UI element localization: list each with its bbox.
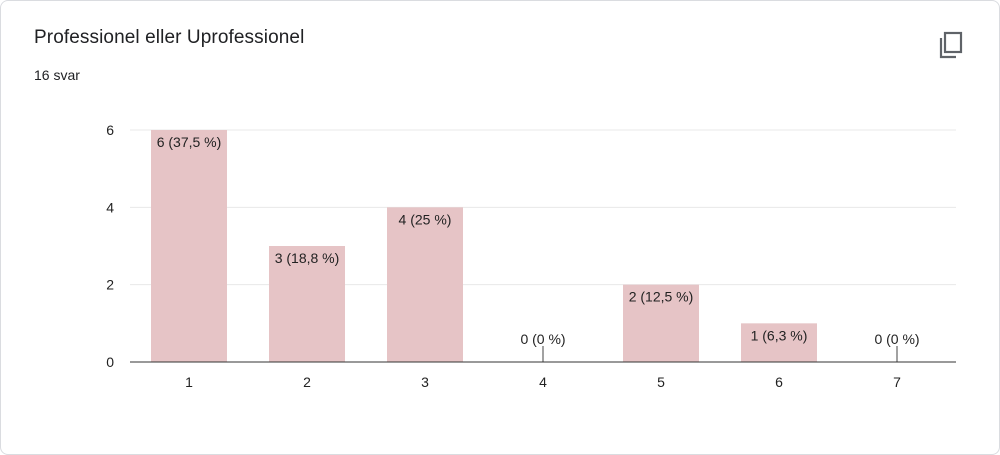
question-title: Professionel eller Uprofessionel <box>34 27 305 48</box>
data-label: 0 (0 %) <box>874 331 919 347</box>
x-tick-label: 6 <box>775 374 783 390</box>
data-label: 1 (6,3 %) <box>751 327 808 343</box>
bar-2 <box>269 246 345 362</box>
y-tick-label: 4 <box>106 199 114 215</box>
y-tick-label: 2 <box>106 277 114 293</box>
x-tick-label: 2 <box>303 374 311 390</box>
y-tick-label: 6 <box>106 122 114 138</box>
response-count: 16 svar <box>34 67 80 83</box>
grid-lines <box>130 129 956 286</box>
data-label: 0 (0 %) <box>520 331 565 347</box>
x-tick-label: 5 <box>657 374 665 390</box>
bar-5 <box>623 284 699 362</box>
x-tick-label: 3 <box>421 374 429 390</box>
data-label: 6 (37,5 %) <box>157 134 222 150</box>
x-tick-label: 7 <box>893 374 901 390</box>
data-label: 3 (18,8 %) <box>275 250 340 266</box>
x-tick-label: 4 <box>539 374 547 390</box>
bar-6 <box>741 323 817 362</box>
x-tick-label: 1 <box>185 374 193 390</box>
copy-chart-button[interactable] <box>933 27 969 63</box>
bar-3 <box>387 207 463 362</box>
bars <box>151 130 898 362</box>
data-label: 2 (12,5 %) <box>629 289 694 305</box>
data-label: 4 (25 %) <box>399 211 452 227</box>
bar-1 <box>151 130 227 362</box>
copy-icon <box>939 31 963 59</box>
labels: 0 2 4 6 6 (37,5 %) 1 3 (18,8 %) 2 4 (25 %) 3 0 (0 … <box>106 122 919 390</box>
y-tick-label: 0 <box>106 354 114 370</box>
